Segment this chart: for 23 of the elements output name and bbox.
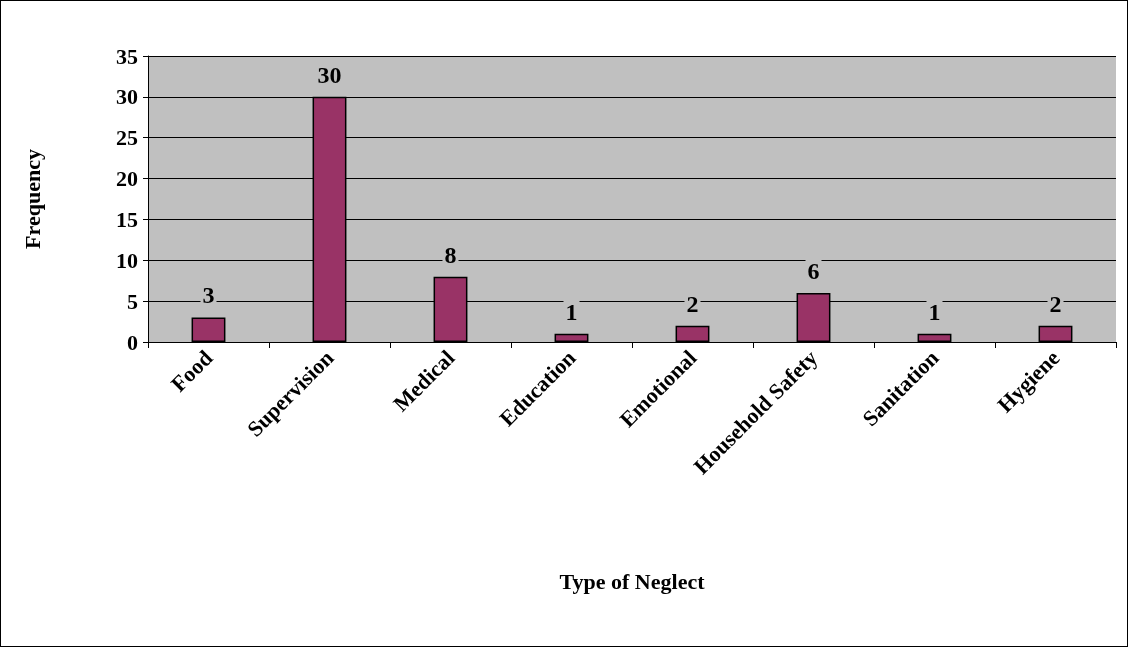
data-label: 30 bbox=[317, 61, 342, 88]
y-tick-label: 30 bbox=[116, 84, 138, 110]
x-axis-title: Type of Neglect bbox=[559, 568, 706, 594]
data-label: 3 bbox=[202, 282, 215, 309]
y-tick-label: 20 bbox=[116, 166, 138, 192]
y-tick-label: 0 bbox=[127, 329, 138, 355]
data-label: 2 bbox=[1049, 290, 1062, 317]
bar bbox=[554, 333, 589, 342]
data-label: 2 bbox=[686, 290, 699, 317]
y-tick-label: 10 bbox=[116, 247, 138, 273]
y-tick-label: 5 bbox=[127, 288, 138, 314]
y-tick-label: 15 bbox=[116, 206, 138, 232]
bar bbox=[675, 325, 710, 342]
y-tick-label: 35 bbox=[116, 43, 138, 69]
bar bbox=[917, 333, 952, 342]
y-tick-label: 25 bbox=[116, 125, 138, 151]
y-axis-title: Frequency bbox=[19, 149, 45, 249]
bar bbox=[191, 317, 226, 342]
data-label: 1 bbox=[565, 298, 578, 325]
bar bbox=[1038, 325, 1073, 342]
data-label: 6 bbox=[807, 257, 820, 284]
data-label: 1 bbox=[928, 298, 941, 325]
data-label: 8 bbox=[444, 241, 457, 268]
